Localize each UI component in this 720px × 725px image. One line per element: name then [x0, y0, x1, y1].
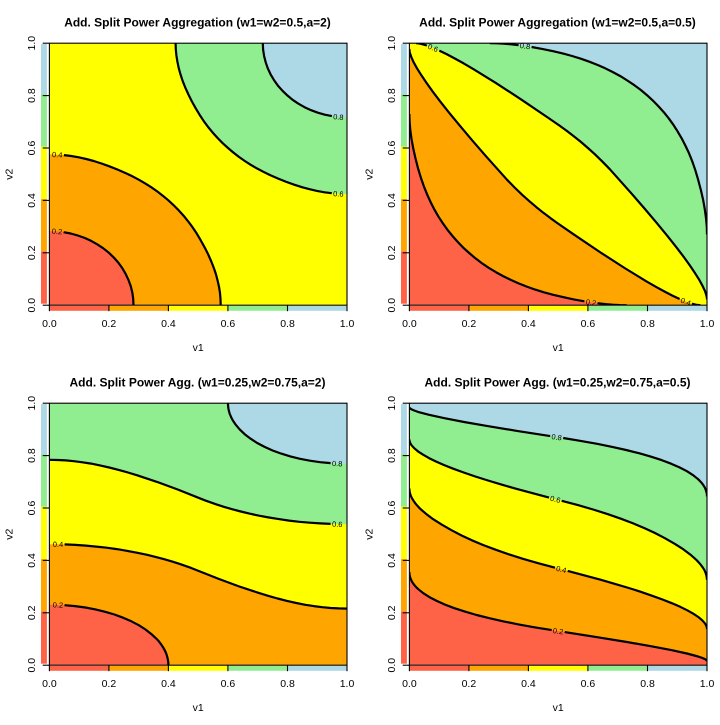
svg-text:0.8: 0.8 — [386, 88, 398, 103]
svg-text:0.4: 0.4 — [386, 553, 398, 568]
svg-text:0.6: 0.6 — [581, 678, 596, 690]
svg-text:v1: v1 — [553, 342, 564, 354]
svg-text:0.6: 0.6 — [386, 501, 398, 516]
svg-text:0.4: 0.4 — [161, 318, 176, 330]
svg-text:0.8: 0.8 — [333, 112, 344, 122]
svg-text:0.6: 0.6 — [333, 189, 344, 199]
svg-text:1.0: 1.0 — [386, 36, 398, 51]
svg-text:0.2: 0.2 — [102, 678, 117, 690]
svg-text:0.0: 0.0 — [26, 658, 38, 673]
svg-text:Add. Split Power Agg. (w1=0.25: Add. Split Power Agg. (w1=0.25,w2=0.75,a… — [70, 376, 326, 390]
svg-text:0.6: 0.6 — [426, 42, 439, 54]
svg-text:0.2: 0.2 — [462, 678, 477, 690]
svg-text:0.0: 0.0 — [42, 678, 57, 690]
svg-text:0.6: 0.6 — [26, 501, 38, 516]
svg-text:v1: v1 — [553, 702, 564, 714]
svg-text:0.2: 0.2 — [102, 318, 117, 330]
svg-text:v1: v1 — [193, 342, 204, 354]
svg-text:0.4: 0.4 — [53, 540, 64, 549]
svg-text:1.0: 1.0 — [340, 318, 355, 330]
svg-text:v2: v2 — [364, 528, 376, 539]
svg-text:1.0: 1.0 — [26, 396, 38, 411]
svg-text:v2: v2 — [4, 528, 16, 539]
svg-text:1.0: 1.0 — [340, 678, 355, 690]
svg-text:0.4: 0.4 — [386, 193, 398, 208]
svg-text:0.8: 0.8 — [26, 88, 38, 103]
svg-text:0.2: 0.2 — [386, 605, 398, 620]
svg-text:0.2: 0.2 — [51, 227, 62, 237]
svg-text:0.6: 0.6 — [221, 318, 236, 330]
svg-text:0.2: 0.2 — [585, 297, 597, 307]
svg-text:0.8: 0.8 — [640, 678, 655, 690]
svg-text:0.2: 0.2 — [552, 626, 564, 636]
svg-text:0.2: 0.2 — [386, 245, 398, 260]
svg-text:0.8: 0.8 — [26, 448, 38, 463]
svg-text:0.4: 0.4 — [26, 553, 38, 568]
svg-text:0.8: 0.8 — [640, 318, 655, 330]
svg-text:1.0: 1.0 — [386, 396, 398, 411]
svg-text:1.0: 1.0 — [700, 678, 715, 690]
svg-text:Add. Split Power Aggregation (: Add. Split Power Aggregation (w1=w2=0.5,… — [419, 16, 696, 30]
svg-text:0.6: 0.6 — [581, 318, 596, 330]
svg-text:0.6: 0.6 — [332, 520, 343, 529]
svg-text:0.8: 0.8 — [386, 448, 398, 463]
svg-text:0.8: 0.8 — [280, 318, 295, 330]
svg-text:0.2: 0.2 — [26, 245, 38, 260]
svg-text:Add. Split Power Aggregation (: Add. Split Power Aggregation (w1=w2=0.5,… — [64, 16, 331, 30]
svg-text:0.4: 0.4 — [52, 150, 63, 160]
svg-text:0.2: 0.2 — [53, 600, 64, 609]
svg-text:0.4: 0.4 — [161, 678, 176, 690]
svg-text:0.4: 0.4 — [555, 564, 567, 575]
svg-text:0.0: 0.0 — [42, 318, 57, 330]
svg-text:0.0: 0.0 — [386, 298, 398, 313]
svg-text:0.6: 0.6 — [549, 494, 561, 505]
svg-text:0.4: 0.4 — [521, 318, 536, 330]
svg-text:1.0: 1.0 — [700, 318, 715, 330]
svg-text:0.8: 0.8 — [551, 432, 563, 442]
svg-text:Add. Split Power Agg. (w1=0.25: Add. Split Power Agg. (w1=0.25,w2=0.75,a… — [425, 376, 691, 390]
svg-text:0.6: 0.6 — [221, 678, 236, 690]
svg-text:0.0: 0.0 — [402, 678, 417, 690]
svg-text:0.6: 0.6 — [26, 141, 38, 156]
svg-text:0.2: 0.2 — [26, 605, 38, 620]
svg-text:0.8: 0.8 — [332, 459, 343, 468]
svg-text:0.8: 0.8 — [280, 678, 295, 690]
svg-text:0.0: 0.0 — [402, 318, 417, 330]
svg-text:0.6: 0.6 — [386, 141, 398, 156]
svg-text:0.0: 0.0 — [386, 658, 398, 673]
svg-text:0.2: 0.2 — [462, 318, 477, 330]
svg-text:0.8: 0.8 — [519, 41, 531, 51]
svg-text:1.0: 1.0 — [26, 36, 38, 51]
svg-text:v1: v1 — [193, 702, 204, 714]
svg-text:v2: v2 — [4, 168, 16, 179]
svg-text:0.4: 0.4 — [26, 193, 38, 208]
svg-text:v2: v2 — [364, 168, 376, 179]
svg-text:0.4: 0.4 — [521, 678, 536, 690]
svg-text:0.0: 0.0 — [26, 298, 38, 313]
